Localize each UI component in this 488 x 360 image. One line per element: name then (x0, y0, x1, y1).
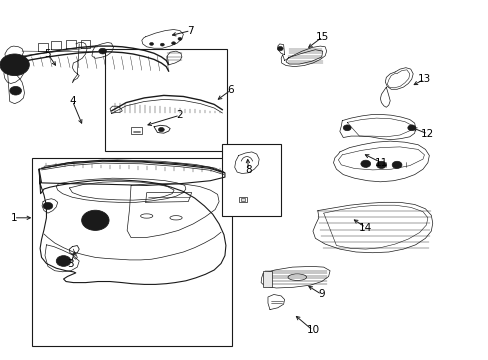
Circle shape (343, 125, 350, 131)
Circle shape (0, 54, 29, 76)
Text: 1: 1 (10, 213, 17, 223)
Text: 6: 6 (227, 85, 234, 95)
Circle shape (160, 43, 164, 46)
Circle shape (10, 86, 21, 95)
Circle shape (178, 37, 182, 40)
Circle shape (149, 42, 153, 45)
Circle shape (92, 218, 98, 222)
Circle shape (158, 127, 164, 132)
Text: 12: 12 (420, 129, 434, 139)
Circle shape (43, 202, 53, 210)
Circle shape (99, 48, 106, 54)
Circle shape (81, 210, 109, 230)
Bar (131, 127, 142, 134)
Text: 8: 8 (244, 165, 251, 175)
Bar (240, 198, 245, 201)
Text: 7: 7 (187, 26, 194, 36)
Text: 3: 3 (67, 258, 74, 269)
Circle shape (391, 161, 401, 168)
Text: 10: 10 (306, 325, 319, 336)
Text: 5: 5 (44, 49, 51, 59)
Bar (105, 49, 227, 151)
Bar (32, 158, 232, 346)
Bar (263, 271, 271, 287)
Bar (238, 197, 247, 202)
Circle shape (86, 214, 104, 227)
Circle shape (277, 46, 283, 51)
Text: 13: 13 (417, 74, 430, 84)
Circle shape (6, 58, 23, 71)
Text: 9: 9 (318, 289, 325, 300)
Circle shape (360, 160, 370, 167)
Text: 4: 4 (69, 96, 76, 106)
Circle shape (171, 42, 175, 45)
Circle shape (407, 125, 415, 131)
Bar (222, 144, 281, 216)
Text: 15: 15 (315, 32, 329, 42)
Text: 2: 2 (176, 110, 183, 120)
Circle shape (56, 256, 71, 266)
Circle shape (376, 161, 386, 168)
Text: 11: 11 (374, 158, 387, 168)
Text: 14: 14 (358, 222, 372, 233)
